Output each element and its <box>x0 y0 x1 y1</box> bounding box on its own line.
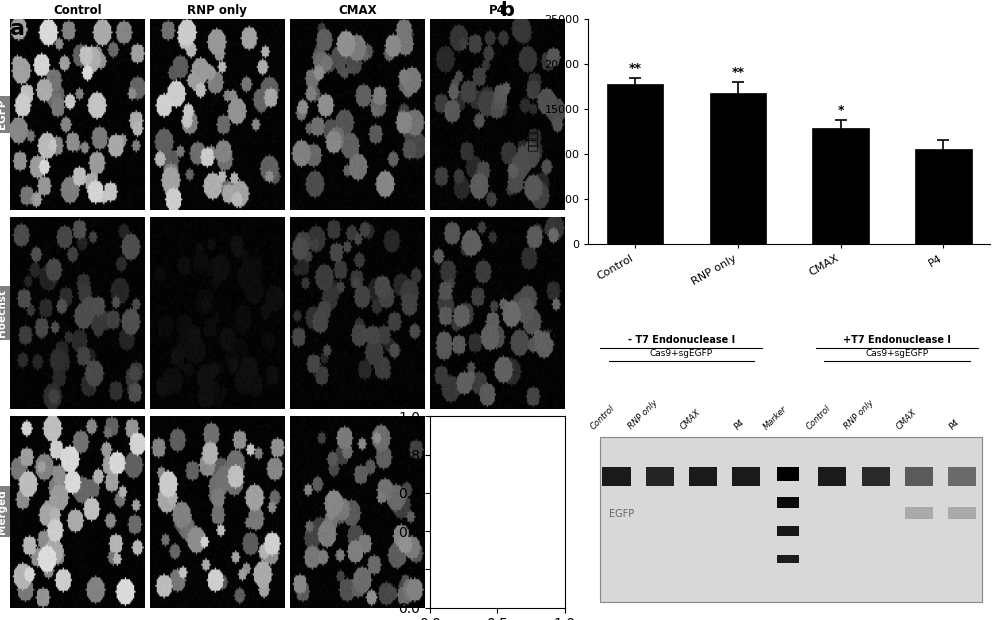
FancyBboxPatch shape <box>948 467 976 486</box>
Text: **: ** <box>628 63 641 76</box>
FancyBboxPatch shape <box>777 556 799 564</box>
FancyBboxPatch shape <box>777 467 799 480</box>
Bar <box>607 84 663 244</box>
Y-axis label: Hoechst: Hoechst <box>0 289 7 337</box>
FancyBboxPatch shape <box>600 436 982 602</box>
Bar <box>812 128 869 244</box>
Y-axis label: Merged: Merged <box>0 490 7 534</box>
FancyBboxPatch shape <box>732 467 760 486</box>
Text: +T7 Endonuclease I: +T7 Endonuclease I <box>843 335 951 345</box>
Bar <box>915 149 972 244</box>
Title: CMAX: CMAX <box>338 4 377 17</box>
Text: Marker: Marker <box>762 404 789 431</box>
FancyBboxPatch shape <box>689 467 717 486</box>
FancyBboxPatch shape <box>905 507 933 520</box>
Title: RNP only: RNP only <box>187 4 247 17</box>
Text: - T7 Endonuclease I: - T7 Endonuclease I <box>628 335 735 345</box>
Text: Control: Control <box>804 403 832 431</box>
Text: 50 μm: 50 μm <box>528 574 554 583</box>
Title: Control: Control <box>53 4 102 17</box>
Text: P4: P4 <box>732 417 746 431</box>
Bar <box>710 92 766 244</box>
Y-axis label: EGFP: EGFP <box>0 99 7 130</box>
Text: RNP only: RNP only <box>627 398 660 431</box>
Text: **: ** <box>731 66 744 79</box>
Text: c: c <box>548 326 560 345</box>
Text: CMAX: CMAX <box>895 407 919 431</box>
FancyBboxPatch shape <box>602 467 631 486</box>
FancyBboxPatch shape <box>818 467 846 486</box>
FancyBboxPatch shape <box>777 526 799 536</box>
Title: P4: P4 <box>489 4 506 17</box>
FancyBboxPatch shape <box>646 467 674 486</box>
FancyBboxPatch shape <box>948 507 976 520</box>
Text: Cas9+sgEGFP: Cas9+sgEGFP <box>650 350 713 358</box>
FancyBboxPatch shape <box>777 497 799 508</box>
FancyBboxPatch shape <box>905 467 933 486</box>
Text: EGFP: EGFP <box>609 509 634 519</box>
Text: b: b <box>500 1 514 20</box>
FancyBboxPatch shape <box>862 467 890 486</box>
Text: Control: Control <box>589 403 617 431</box>
Text: Cas9+sgEGFP: Cas9+sgEGFP <box>866 350 929 358</box>
Text: CMAX: CMAX <box>679 407 703 431</box>
Text: RNP only: RNP only <box>843 398 876 431</box>
Y-axis label: 平均荧光强度: 平均荧光强度 <box>529 112 539 151</box>
Text: P4: P4 <box>948 417 962 431</box>
Text: *: * <box>837 104 844 117</box>
Text: a: a <box>10 19 25 38</box>
